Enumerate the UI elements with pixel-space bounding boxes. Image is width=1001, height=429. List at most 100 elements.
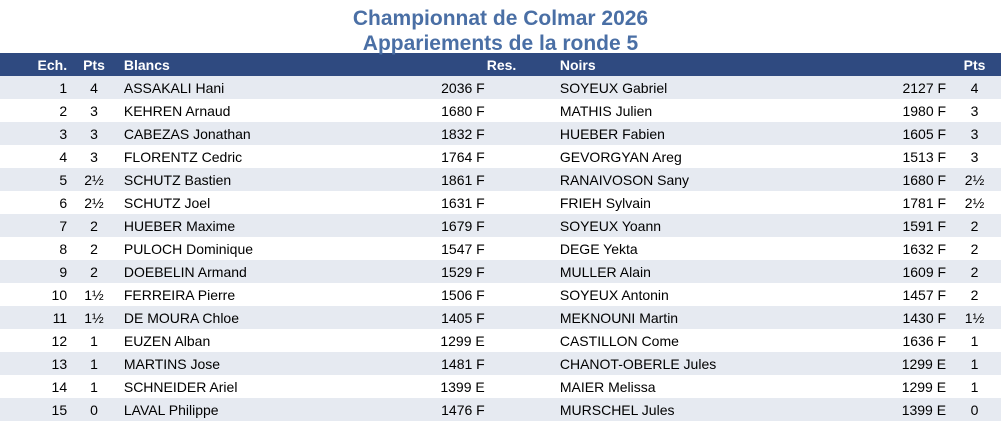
board-number: 7: [59, 217, 68, 234]
table-row: 8 2 PULOCH Dominique 1547 F DEGE Yekta 1632 F…: [0, 237, 1001, 260]
white-rating: 1476 F: [441, 401, 485, 418]
black-points: 2½: [964, 194, 985, 211]
black-points: 1: [970, 378, 979, 395]
white-points: 4: [90, 79, 98, 96]
black-rating: 1399 E: [901, 401, 947, 418]
black-rating: 1591 F: [902, 217, 947, 234]
black-rating: 1609 F: [902, 263, 947, 280]
black-points: 2½: [964, 171, 985, 188]
white-player: SCHUTZ Bastien: [123, 171, 232, 188]
black-rating: 1430 F: [902, 309, 947, 326]
board-number: 12: [51, 332, 68, 349]
white-points: 1: [90, 378, 98, 395]
white-points: 3: [90, 148, 98, 165]
black-rating: 1299 E: [901, 355, 947, 372]
black-points: 2: [970, 240, 979, 257]
white-player: SCHUTZ Joel: [123, 194, 211, 211]
white-rating: 2036 F: [441, 79, 485, 96]
white-points: 2: [90, 240, 98, 257]
white-points: 2½: [84, 171, 104, 188]
table-row: 1 4 ASSAKALI Hani 2036 F SOYEUX Gabriel 2127 …: [0, 76, 1001, 99]
white-points: 2: [90, 217, 98, 234]
white-points: 1½: [84, 286, 104, 303]
result: [487, 237, 558, 260]
column-header-ech: Ech.: [37, 56, 68, 73]
black-player: SOYEUX Gabriel: [559, 79, 668, 96]
white-rating: 1405 F: [441, 309, 485, 326]
black-player: MATHIS Julien: [559, 102, 653, 119]
pairings-table: Ech. Pts Blancs Res. Noirs Pts 1 4 ASSAKAL…: [0, 53, 1001, 421]
black-player: HUEBER Fabien: [559, 125, 665, 142]
table-row: 12 1 EUZEN Alban 1299 E CASTILLON Come 1636 F…: [0, 329, 1001, 352]
result: [487, 260, 558, 283]
black-player: MEKNOUNI Martin: [559, 309, 679, 326]
black-player: MAIER Melissa: [559, 378, 656, 395]
board-number: 3: [59, 125, 68, 142]
board-number: 11: [52, 309, 68, 326]
black-rating: 1457 F: [902, 286, 947, 303]
column-header-pts-white: Pts: [83, 56, 105, 73]
black-points: 0: [970, 401, 979, 418]
result: [487, 99, 558, 122]
white-rating: 1832 F: [441, 125, 485, 142]
white-points: 2½: [84, 194, 104, 211]
column-header-noirs: Noirs: [559, 56, 596, 73]
board-number: 6: [59, 194, 68, 211]
result: [487, 352, 558, 375]
white-points: 1: [90, 332, 98, 349]
white-player: DOEBELIN Armand: [123, 263, 247, 280]
black-rating: 1632 F: [902, 240, 947, 257]
black-rating: 1781 F: [902, 194, 947, 211]
board-number: 5: [59, 171, 68, 188]
board-number: 14: [51, 378, 68, 395]
white-player: DE MOURA Chloe: [123, 309, 240, 326]
white-points: 3: [90, 102, 98, 119]
board-number: 15: [51, 401, 68, 418]
column-header-elo-white: [388, 53, 487, 76]
table-row: 4 3 FLORENTZ Cedric 1764 F GEVORGYAN Areg 151…: [0, 145, 1001, 168]
white-rating: 1631 F: [441, 194, 485, 211]
table-row: 6 2½ SCHUTZ Joel 1631 F FRIEH Sylvain 1781 F 2…: [0, 191, 1001, 214]
black-points: 1: [970, 355, 979, 372]
white-player: FLORENTZ Cedric: [123, 148, 243, 165]
result: [487, 191, 558, 214]
result: [487, 283, 558, 306]
black-rating: 1299 E: [901, 378, 947, 395]
white-rating: 1529 F: [441, 263, 485, 280]
white-player: CABEZAS Jonathan: [123, 125, 251, 142]
result: [487, 306, 558, 329]
board-number: 9: [59, 263, 68, 280]
white-player: ASSAKALI Hani: [123, 79, 225, 96]
white-rating: 1481 F: [441, 355, 485, 372]
black-player: MULLER Alain: [559, 263, 651, 280]
black-points: 1: [970, 332, 979, 349]
white-rating: 1506 F: [441, 286, 485, 303]
black-points: 3: [970, 148, 979, 165]
board-number: 4: [59, 148, 68, 165]
white-player: SCHNEIDER Ariel: [123, 378, 238, 395]
table-row: 15 0 LAVAL Philippe 1476 F MURSCHEL Jules 139…: [0, 398, 1001, 421]
white-player: EUZEN Alban: [123, 332, 211, 349]
white-rating: 1679 F: [441, 217, 485, 234]
result: [487, 76, 558, 99]
black-player: FRIEH Sylvain: [559, 194, 651, 211]
table-row: 11 1½ DE MOURA Chloe 1405 F MEKNOUNI Martin 1…: [0, 306, 1001, 329]
black-player: SOYEUX Yoann: [559, 217, 662, 234]
result: [487, 214, 558, 237]
black-player: CHANOT-OBERLE Jules: [559, 355, 717, 372]
result: [487, 375, 558, 398]
page-header: Championnat de Colmar 2026 Appariements …: [0, 0, 1001, 55]
column-header-pts-black: Pts: [963, 56, 986, 73]
black-points: 1½: [964, 309, 985, 326]
result: [487, 122, 558, 145]
column-header-res: Res.: [486, 56, 517, 73]
white-rating: 1399 E: [440, 378, 485, 395]
board-number: 1: [59, 79, 68, 96]
black-rating: 1605 F: [902, 125, 947, 142]
black-rating: 1980 F: [902, 102, 947, 119]
page-subtitle: Appariements de la ronde 5: [362, 32, 639, 55]
white-rating: 1680 F: [441, 102, 485, 119]
black-points: 3: [970, 102, 979, 119]
column-header-blancs: Blancs: [123, 56, 170, 73]
white-player: HUEBER Maxime: [123, 217, 236, 234]
